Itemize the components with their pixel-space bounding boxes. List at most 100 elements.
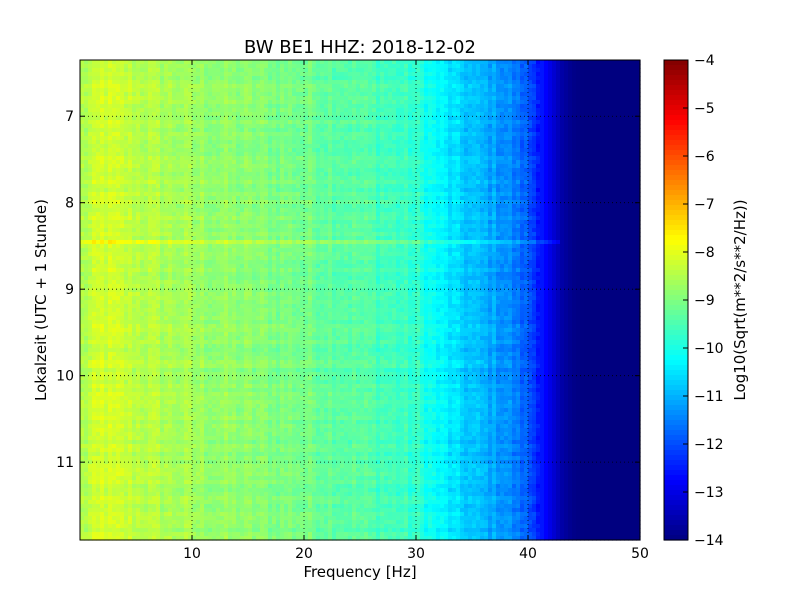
colorbar-segment <box>664 245 688 251</box>
colorbar-segment <box>664 390 688 396</box>
colorbar-segment <box>664 290 688 296</box>
plot-frame <box>79 59 641 541</box>
colorbar-segment <box>664 495 688 501</box>
y-tick-label: 9 <box>65 282 74 298</box>
colorbar-segment <box>664 455 688 461</box>
colorbar-segment <box>664 150 688 156</box>
colorbar-segment <box>664 210 688 216</box>
colorbar-label: Log10(Sqrt(m**2/s**2/Hz)) <box>731 199 749 400</box>
colorbar-segment <box>664 420 688 426</box>
x-tick-label: 10 <box>183 546 201 562</box>
colorbar-tick-label: −8 <box>694 245 715 261</box>
colorbar-segment <box>664 450 688 456</box>
colorbar-segment <box>664 410 688 416</box>
colorbar-segment <box>664 135 688 141</box>
x-axis-label: Frequency [Hz] <box>303 563 416 581</box>
colorbar-segment <box>664 225 688 231</box>
colorbar-segment <box>664 65 688 71</box>
colorbar-segment <box>664 530 688 536</box>
colorbar-segment <box>664 110 688 116</box>
colorbar-segment <box>664 520 688 526</box>
colorbar-segment <box>664 60 688 66</box>
colorbar-segment <box>664 465 688 471</box>
colorbar-segment <box>664 480 688 486</box>
colorbar-segment <box>664 260 688 266</box>
colorbar-segment <box>664 445 688 451</box>
colorbar-segment <box>664 425 688 431</box>
colorbar-segment <box>664 105 688 111</box>
colorbar-segment <box>664 340 688 346</box>
colorbar-tick-label: −9 <box>694 293 715 309</box>
colorbar-segment <box>664 360 688 366</box>
colorbar-segment <box>664 175 688 181</box>
y-tick-label: 7 <box>65 109 74 125</box>
colorbar-segment <box>664 485 688 491</box>
colorbar-tick-label: −5 <box>694 101 715 117</box>
colorbar-segment <box>664 230 688 236</box>
colorbar-segment <box>664 180 688 186</box>
colorbar-tick-label: −11 <box>694 389 724 405</box>
colorbar-segment <box>664 70 688 76</box>
colorbar-segment <box>664 90 688 96</box>
colorbar-segment <box>664 525 688 531</box>
colorbar-segment <box>664 130 688 136</box>
colorbar-segment <box>664 345 688 351</box>
colorbar-segment <box>664 185 688 191</box>
colorbar-segment <box>664 300 688 306</box>
colorbar-segment <box>664 490 688 496</box>
colorbar-segment <box>664 320 688 326</box>
colorbar-segment <box>664 510 688 516</box>
colorbar-segment <box>664 395 688 401</box>
colorbar-segment <box>664 310 688 316</box>
colorbar-segment <box>664 380 688 386</box>
colorbar-segment <box>664 355 688 361</box>
colorbar-tick-label: −10 <box>694 341 724 357</box>
colorbar-tick-label: −6 <box>694 149 715 165</box>
colorbar-segment <box>664 275 688 281</box>
colorbar-segment <box>664 505 688 511</box>
x-tick-label: 20 <box>295 546 313 562</box>
colorbar-segment <box>664 115 688 121</box>
y-axis: 7 8 9 10 11 <box>56 109 640 471</box>
plot-grid <box>80 60 640 540</box>
colorbar-segment <box>664 195 688 201</box>
colorbar-segment <box>664 325 688 331</box>
colorbar-segment <box>664 515 688 521</box>
colorbar-segment <box>664 255 688 261</box>
colorbar-segment <box>664 435 688 441</box>
colorbar-segment <box>664 295 688 301</box>
colorbar-segment <box>664 220 688 226</box>
colorbar-segment <box>664 315 688 321</box>
colorbar-segment <box>664 470 688 476</box>
colorbar-segment <box>664 205 688 211</box>
colorbar <box>664 60 688 541</box>
colorbar-segment <box>664 200 688 206</box>
colorbar-segment <box>664 335 688 341</box>
colorbar-segment <box>664 305 688 311</box>
colorbar-segment <box>664 415 688 421</box>
colorbar-segment <box>664 140 688 146</box>
colorbar-segment <box>664 375 688 381</box>
colorbar-segment <box>664 330 688 336</box>
colorbar-segment <box>664 350 688 356</box>
colorbar-segment <box>664 160 688 166</box>
colorbar-segment <box>664 95 688 101</box>
colorbar-segment <box>664 400 688 406</box>
colorbar-segment <box>664 365 688 371</box>
colorbar-segment <box>664 165 688 171</box>
colorbar-segment <box>664 235 688 241</box>
y-tick-label: 10 <box>56 369 74 385</box>
colorbar-segment <box>664 430 688 436</box>
colorbar-segment <box>664 215 688 221</box>
spectrogram-heatmap <box>80 60 641 541</box>
colorbar-tick-label: −14 <box>694 533 724 549</box>
x-tick-label: 50 <box>631 546 649 562</box>
colorbar-segment <box>664 265 688 271</box>
colorbar-segment <box>664 285 688 291</box>
colorbar-segment <box>664 240 688 246</box>
colorbar-segment <box>664 250 688 256</box>
colorbar-segment <box>664 475 688 481</box>
colorbar-segment <box>664 370 688 376</box>
colorbar-tick-label: −4 <box>694 53 715 69</box>
y-tick-label: 8 <box>65 196 74 212</box>
